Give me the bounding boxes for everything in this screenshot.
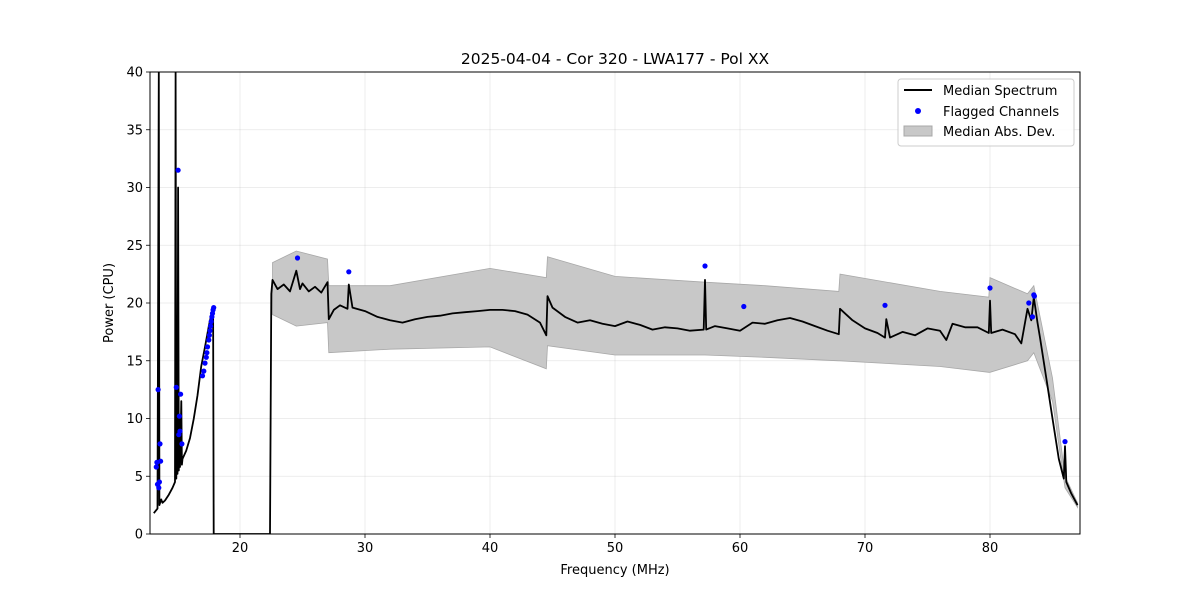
legend-box — [897, 78, 1075, 147]
chart-title: 2025-04-04 - Cor 320 - LWA177 - Pol XX — [461, 50, 770, 68]
flagged-channel-point — [206, 337, 212, 343]
flagged-channel-point — [158, 458, 164, 464]
flagged-channel-point — [204, 344, 211, 350]
flagged-channel-point — [155, 387, 161, 393]
y-tick-label: 40 — [126, 66, 143, 81]
flagged-channel-point — [882, 302, 888, 308]
flagged-channel-point — [202, 360, 208, 366]
flagged-channel-point — [741, 303, 747, 310]
flagged-channel-point — [201, 368, 207, 374]
flagged-channel-point — [156, 485, 162, 491]
legend-flagged-channels: Flagged Channels — [943, 105, 1059, 120]
flagged-channel-point — [173, 384, 179, 390]
x-tick-label: 40 — [482, 541, 499, 556]
y-axis-ticks: 0 5 10 15 20 25 30 35 40 — [126, 66, 150, 543]
legend-dot-swatch — [915, 108, 921, 114]
flagged-channel-point — [702, 263, 708, 269]
flagged-channel-point — [153, 464, 159, 470]
flagged-channel-point — [157, 441, 163, 447]
flagged-channel-point — [294, 255, 301, 261]
mad-band-area — [272, 250, 1078, 509]
flagged-channel-point — [208, 318, 214, 325]
flagged-channel-point — [178, 391, 184, 397]
flagged-channels-series — [153, 167, 1068, 491]
legend-band-swatch — [903, 125, 933, 137]
legend-median-abs-dev: Median Abs. Dev. — [943, 125, 1055, 140]
median-abs-dev-band — [272, 250, 1078, 509]
y-tick-label: 35 — [126, 123, 143, 138]
flagged-channel-point — [176, 413, 182, 419]
y-tick-label: 30 — [126, 181, 143, 196]
y-tick-label: 25 — [126, 239, 143, 254]
flagged-channel-point — [987, 285, 993, 291]
y-tick-label: 0 — [135, 528, 143, 543]
flagged-channel-point — [207, 328, 213, 334]
median-spectrum-series — [153, 72, 1079, 534]
flagged-channel-point — [156, 479, 162, 485]
x-tick-label: 20 — [232, 541, 249, 556]
flagged-channel-point — [1031, 293, 1037, 299]
flagged-channel-point — [177, 428, 183, 434]
flagged-channel-point — [1029, 314, 1036, 320]
flagged-channel-point — [179, 441, 185, 447]
y-tick-label: 10 — [126, 412, 143, 427]
x-axis-label: Frequency (MHz) — [560, 563, 669, 578]
x-tick-label: 80 — [982, 541, 999, 556]
x-tick-label: 50 — [607, 541, 624, 556]
legend-median-spectrum: Median Spectrum — [943, 84, 1057, 99]
x-axis-ticks: 20 30 40 50 60 70 80 — [232, 534, 999, 556]
flagged-channel-point — [206, 332, 212, 338]
flagged-channel-point — [211, 305, 217, 311]
y-axis-label: Power (CPU) — [102, 263, 117, 343]
flagged-channel-point — [346, 269, 352, 275]
x-tick-label: 30 — [357, 541, 374, 556]
flagged-channel-point — [199, 373, 206, 379]
legend: Median Spectrum Flagged Channels Median … — [897, 78, 1075, 147]
y-tick-label: 15 — [126, 354, 143, 369]
y-tick-label: 20 — [126, 297, 143, 312]
x-tick-label: 70 — [857, 541, 874, 556]
flagged-channel-point — [1062, 439, 1068, 445]
flagged-channel-point — [203, 354, 209, 360]
flagged-channel-point — [175, 167, 181, 173]
flagged-channel-point — [204, 350, 210, 356]
y-tick-label: 5 — [135, 470, 143, 485]
x-tick-label: 60 — [732, 541, 749, 556]
flagged-channel-point — [1026, 300, 1032, 306]
median-spectrum-line — [153, 72, 1079, 534]
flagged-channel-point — [208, 323, 214, 329]
